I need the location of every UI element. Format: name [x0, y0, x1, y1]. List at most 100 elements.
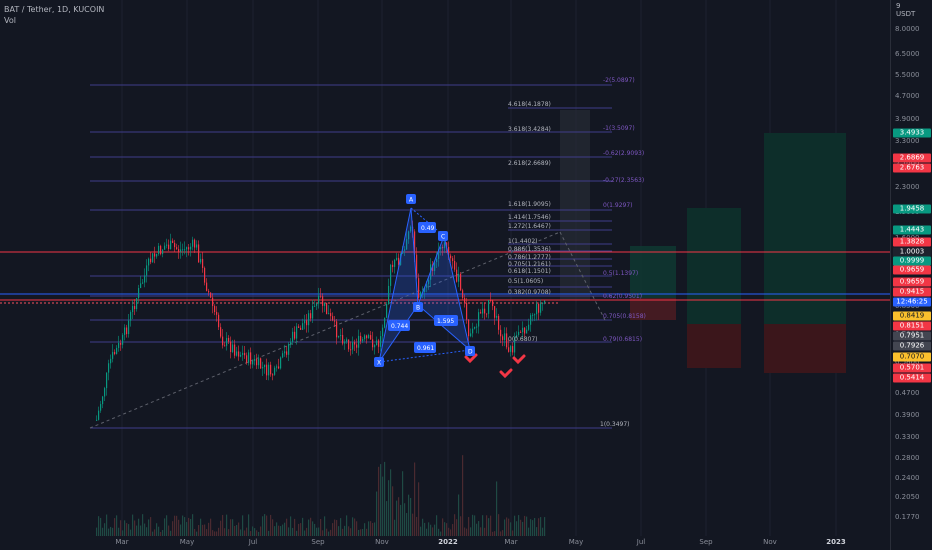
candle-body	[514, 337, 516, 353]
candle-body	[312, 306, 314, 319]
volume-bar	[352, 517, 354, 536]
volume-bar	[248, 514, 250, 536]
volume-bar	[436, 515, 438, 536]
svg-text:B: B	[416, 305, 420, 312]
volume-bar	[222, 514, 224, 536]
candle-body	[528, 324, 530, 330]
price-tick-label: 0.3300	[895, 433, 920, 441]
volume-bar	[498, 514, 500, 536]
candle-body	[334, 320, 336, 322]
volume-bar	[530, 519, 532, 536]
candle-body	[318, 295, 320, 304]
volume-bar	[124, 520, 126, 536]
price-tick-label: 5.5000	[895, 71, 920, 79]
candle-body	[110, 358, 112, 364]
volume-bar	[444, 522, 446, 536]
volume-bar	[260, 526, 262, 536]
volume-bar	[192, 514, 194, 536]
time-axis[interactable]: Mar May Jul Sep Nov 2022 Mar May Jul Sep Nov 2023	[0, 536, 890, 550]
svg-text:1.595: 1.595	[437, 318, 454, 325]
price-badge: 2.6763	[893, 163, 931, 173]
volume-bar	[484, 527, 486, 536]
fib-level-label: 1(0.3497)	[600, 421, 630, 428]
pattern-point-c[interactable]: C	[438, 231, 448, 241]
price-chart[interactable]: 4.618(4.1878) 3.618(3.4284) 2.618(2.6689) 1…	[0, 0, 890, 550]
volume-bar	[356, 521, 358, 536]
candle-body	[436, 258, 438, 263]
candle-body	[346, 339, 348, 342]
candle-body	[440, 246, 442, 250]
fib-level-label: 0.886(1.3536)	[508, 246, 551, 253]
candle-body	[426, 284, 428, 288]
candle-body	[448, 246, 450, 256]
volume-bar	[310, 517, 312, 536]
volume-bar	[256, 530, 258, 536]
volume-label[interactable]: Vol	[4, 16, 16, 25]
candle-body	[298, 326, 300, 328]
price-axis[interactable]: 8.00006.50005.50004.70003.90003.30002.70…	[890, 0, 932, 550]
price-tick-label: 0.2800	[895, 454, 920, 462]
candle-body	[398, 257, 400, 265]
volume-bar	[486, 515, 488, 536]
candle-body	[432, 264, 434, 271]
price-badge: 0.8419	[893, 311, 931, 321]
volume-bar	[492, 531, 494, 536]
volume-bar	[370, 521, 372, 536]
candle-body	[284, 351, 286, 354]
volume-bar	[540, 517, 542, 536]
candle-body	[526, 329, 528, 334]
candle-body	[132, 306, 134, 313]
position-boxes[interactable]	[560, 110, 846, 373]
candle-body	[504, 333, 506, 341]
candle-body	[180, 249, 182, 252]
price-tick-label: 8.0000	[895, 25, 920, 33]
candle-body	[410, 226, 412, 232]
fib-extension-label: -2(5.0897)	[603, 77, 635, 84]
candle-body	[234, 344, 236, 356]
fib-extension-label: 0.705(0.8158)	[603, 313, 646, 320]
candle-body	[208, 290, 210, 293]
symbol-title[interactable]: BAT / Tether, 1D, KUCOIN	[4, 5, 105, 14]
candle-body	[308, 313, 310, 326]
pattern-point-d[interactable]: D	[465, 346, 475, 356]
volume-bar	[360, 529, 362, 536]
pattern-point-b[interactable]: B	[413, 302, 423, 312]
volume-bar	[532, 520, 534, 536]
volume-bar	[468, 517, 470, 536]
volume-bar	[496, 481, 498, 536]
candle-body	[140, 283, 142, 289]
price-badge: 0.8151	[893, 321, 931, 331]
candle-body	[124, 327, 126, 335]
candle-body	[206, 282, 208, 291]
candle-body	[166, 244, 168, 246]
candle-body	[160, 245, 162, 255]
volume-bar	[212, 530, 214, 536]
volume-bar	[392, 486, 394, 536]
volume-bar	[416, 516, 418, 536]
volume-bar	[514, 515, 516, 536]
candle-body	[190, 246, 192, 250]
volume-bar	[406, 513, 408, 536]
candle-body	[278, 366, 280, 369]
price-badge: 0.7070	[893, 352, 931, 362]
candle-body	[356, 344, 358, 348]
volume-bar	[390, 469, 392, 536]
volume-bar	[502, 530, 504, 536]
volume-bar	[450, 529, 452, 536]
volume-bar	[306, 527, 308, 536]
volume-bar	[516, 521, 518, 536]
volume-bar	[150, 517, 152, 536]
candle-body	[134, 306, 136, 310]
volume-bar	[528, 527, 530, 536]
volume-bar	[148, 519, 150, 536]
candle-body	[374, 345, 376, 348]
volume-bar	[292, 527, 294, 536]
volume-bar	[196, 531, 198, 536]
pattern-point-a[interactable]: A	[406, 194, 416, 204]
volume-bar	[526, 516, 528, 536]
pattern-point-x[interactable]: X	[374, 357, 384, 367]
candle-body	[150, 258, 152, 263]
volume-bar	[408, 494, 410, 536]
candle-body	[102, 396, 104, 405]
volume-bar	[488, 518, 490, 536]
